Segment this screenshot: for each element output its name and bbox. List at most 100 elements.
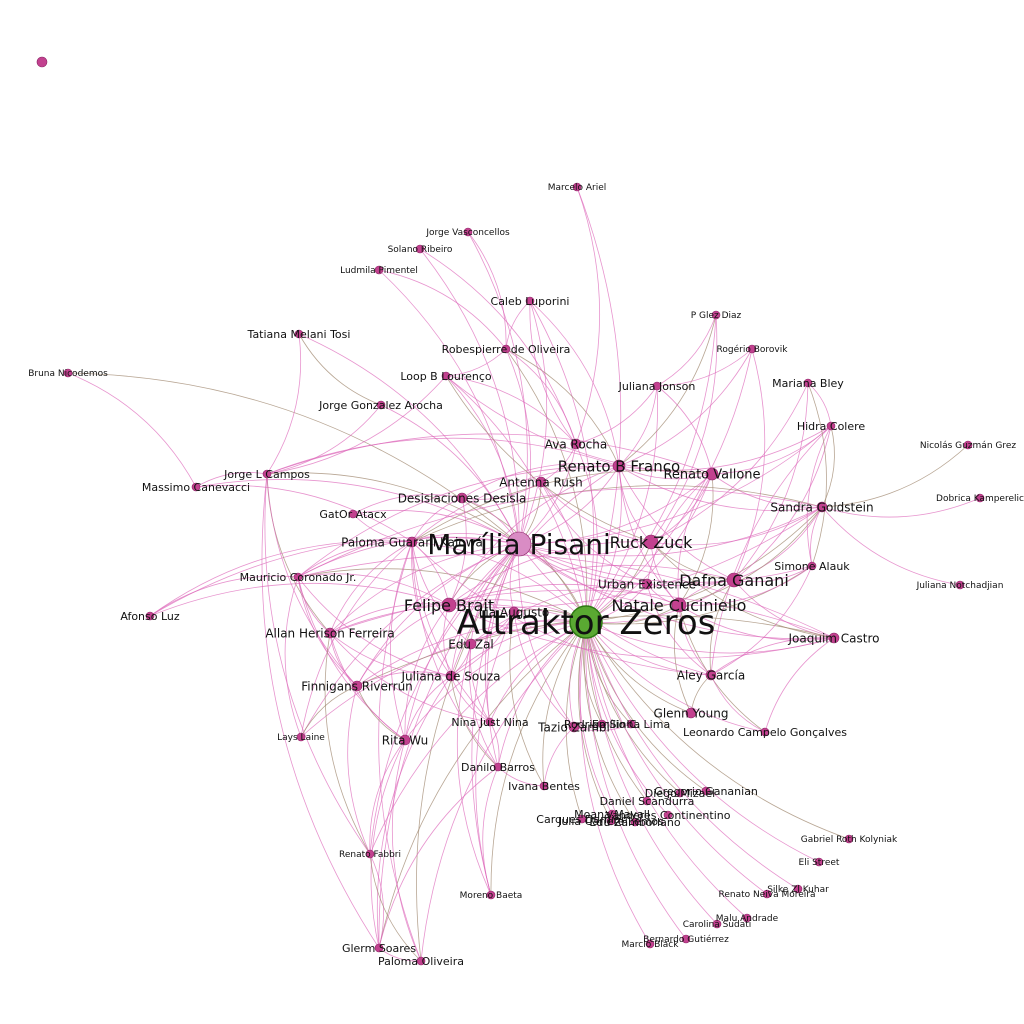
node-p-glez-diaz[interactable] bbox=[711, 310, 721, 320]
edge-mauricio-coronado-jr-lays-laine bbox=[284, 576, 302, 738]
node-renato-b-franco[interactable] bbox=[612, 459, 626, 473]
node-moreno-baeta[interactable] bbox=[486, 890, 496, 900]
node-nina-just-nina[interactable] bbox=[485, 717, 495, 727]
node-aley-garcia[interactable] bbox=[705, 669, 717, 681]
node-afonso-luz[interactable] bbox=[145, 611, 155, 621]
edge-attraktor-zeros-marcelo-ariel bbox=[576, 186, 622, 623]
label-mauricio-coronado-jr: Mauricio Coronado Jr. bbox=[240, 571, 357, 584]
edge-tazio-zambi-ivana-bentes bbox=[543, 726, 575, 787]
node-allan-herison-ferreira[interactable] bbox=[324, 627, 336, 639]
edge-attraktor-zeros-p-glez-diaz bbox=[585, 314, 717, 623]
node-hidra-colere[interactable] bbox=[826, 421, 836, 431]
node-isolated-node[interactable] bbox=[36, 56, 48, 68]
edge-marilia-pisani-aley-garcia bbox=[518, 543, 712, 676]
node-mauricio-coronado-jr[interactable] bbox=[293, 572, 303, 582]
edge-renato-b-franco-caleb-luporini bbox=[529, 300, 620, 467]
node-urban-existence[interactable] bbox=[641, 578, 653, 590]
label-tazio-zambi: Tazio Zambi bbox=[537, 720, 610, 734]
node-carolina-sudati[interactable] bbox=[712, 919, 722, 929]
edge-renato-vallone-natale-cuciniello bbox=[677, 473, 713, 606]
node-lia-augusto[interactable] bbox=[508, 606, 520, 618]
node-ruck-zuck[interactable] bbox=[643, 534, 659, 550]
node-simone-alauk[interactable] bbox=[807, 561, 817, 571]
node-desislaciones-desisla[interactable] bbox=[456, 492, 468, 504]
node-jorge-gonzalez-arocha[interactable] bbox=[376, 400, 386, 410]
node-ludmila-pimentel[interactable] bbox=[374, 265, 384, 275]
node-dafna-ganani[interactable] bbox=[726, 572, 742, 588]
node-tatiana-melani-tosi[interactable] bbox=[294, 329, 304, 339]
node-jorge-vasconcellos[interactable] bbox=[463, 227, 473, 237]
edge-glerm-soares-renato-fabbri bbox=[369, 853, 384, 949]
node-danilo-barros[interactable] bbox=[493, 762, 503, 772]
node-rita-wu[interactable] bbox=[399, 734, 411, 746]
node-mariana-bley[interactable] bbox=[803, 378, 813, 388]
node-malu-andrade[interactable] bbox=[742, 913, 752, 923]
node-edu-zal[interactable] bbox=[465, 638, 477, 650]
node-marcio-black[interactable] bbox=[645, 939, 655, 949]
node-lays-laine[interactable] bbox=[296, 732, 306, 742]
node-finnigans-riverrun[interactable] bbox=[351, 680, 363, 692]
node-jorge-l-campos[interactable] bbox=[262, 469, 272, 479]
node-marilia-pisani[interactable] bbox=[506, 531, 532, 557]
node-glenn-young[interactable] bbox=[685, 707, 697, 719]
edge-ava-rocha-solano-ribeiro bbox=[419, 248, 577, 445]
node-gregorio-gananian[interactable] bbox=[701, 786, 711, 796]
node-edu-zamborlano[interactable] bbox=[630, 817, 640, 827]
edge-rita-wu-paloma-oliveira bbox=[391, 739, 422, 962]
node-felipe-brait[interactable] bbox=[441, 597, 457, 613]
label-bruna-nicodemos: Bruna Nicodemos bbox=[28, 369, 108, 379]
node-attraktor-zeros[interactable] bbox=[569, 605, 603, 639]
node-paloma-guarani-kaiowa[interactable] bbox=[406, 536, 418, 548]
node-julia-carlete-lemos[interactable] bbox=[606, 816, 616, 826]
node-dobrica-kamperelic[interactable] bbox=[975, 493, 985, 503]
node-diego-mizael[interactable] bbox=[675, 788, 685, 798]
node-marcelo-ariel[interactable] bbox=[572, 182, 582, 192]
label-juliana-jonson: Juliana Jonson bbox=[618, 380, 696, 393]
node-rodrigo-sinha[interactable] bbox=[597, 719, 607, 729]
node-sandra-goldstein[interactable] bbox=[816, 501, 828, 513]
edge-marilia-pisani-simone-alauk bbox=[518, 543, 813, 583]
node-glerm-soares[interactable] bbox=[374, 943, 384, 953]
node-nicolas-guzman-grez[interactable] bbox=[963, 440, 973, 450]
node-juliana-de-souza[interactable] bbox=[445, 670, 457, 682]
edge-paloma-guarani-kaiowa-mauricio-coronado-jr bbox=[297, 541, 413, 578]
node-gator-atacx[interactable] bbox=[348, 509, 358, 519]
node-ava-rocha[interactable] bbox=[570, 438, 582, 450]
node-natale-cuciniello[interactable] bbox=[671, 597, 687, 613]
edge-attraktor-zeros-daniel-scandurra bbox=[585, 621, 648, 802]
node-joaquim-castro[interactable] bbox=[828, 632, 840, 644]
edge-aley-garcia-leonardo-campelo-goncalves bbox=[710, 674, 766, 733]
node-emilio-c-lima[interactable] bbox=[626, 719, 636, 729]
node-antenna-rush[interactable] bbox=[535, 476, 547, 488]
node-robespierre-de-oliveira[interactable] bbox=[501, 344, 511, 354]
node-bruna-nicodemos[interactable] bbox=[63, 368, 73, 378]
label-nina-just-nina: Nina Just Nina bbox=[451, 716, 528, 729]
node-gabriel-roth-kolyniak[interactable] bbox=[844, 834, 854, 844]
node-renato-fabbri[interactable] bbox=[365, 849, 375, 859]
node-eli-street[interactable] bbox=[814, 857, 824, 867]
edge-sandra-goldstein-paloma-guarani-kaiowa bbox=[411, 485, 823, 543]
node-leonardo-campelo-goncalves[interactable] bbox=[760, 727, 770, 737]
label-simone-alauk: Simone Alauk bbox=[774, 560, 850, 573]
node-solano-ribeiro[interactable] bbox=[415, 244, 425, 254]
node-tazio-zambi[interactable] bbox=[568, 721, 580, 733]
node-caleb-luporini[interactable] bbox=[525, 296, 535, 306]
node-massimo-canevacci[interactable] bbox=[191, 482, 201, 492]
label-tatiana-melani-tosi: Tatiana Melani Tosi bbox=[247, 328, 351, 341]
node-ivana-bentes[interactable] bbox=[539, 781, 549, 791]
node-rogerio-borovik[interactable] bbox=[747, 344, 757, 354]
node-renato-neiva-moreira[interactable] bbox=[762, 889, 772, 899]
node-paloma-oliveira[interactable] bbox=[416, 956, 426, 966]
edge-renato-vallone-urban-existence bbox=[646, 473, 713, 585]
node-renato-vallone[interactable] bbox=[705, 467, 719, 481]
node-loop-b-lourenco[interactable] bbox=[441, 371, 451, 381]
node-silke-zl-kuhar[interactable] bbox=[793, 884, 803, 894]
node-carques-damian[interactable] bbox=[577, 814, 587, 824]
node-juliana-jonson[interactable] bbox=[652, 381, 662, 391]
node-bernardo-gutierrez[interactable] bbox=[681, 934, 691, 944]
label-hidra-colere: Hidra Colere bbox=[797, 420, 866, 433]
label-lia-augusto: Lia Augusto bbox=[479, 605, 550, 619]
node-juliana-notchadjian[interactable] bbox=[955, 580, 965, 590]
node-daniel-scandurra[interactable] bbox=[642, 796, 652, 806]
node-vanderes-continentino[interactable] bbox=[663, 810, 673, 820]
